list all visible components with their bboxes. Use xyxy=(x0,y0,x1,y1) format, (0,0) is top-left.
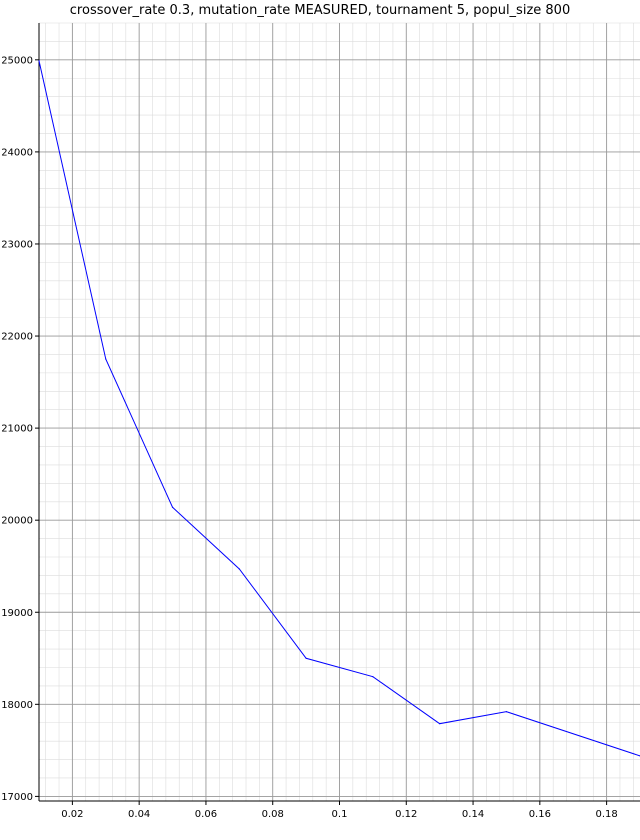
y-axis-ticks: 17000 18000 19000 20000 21000 22000 23000 24000… xyxy=(1,55,39,803)
series-layer xyxy=(38,60,640,757)
x-tick-label: 0.14 xyxy=(462,809,484,820)
y-tick-label: 21000 xyxy=(1,424,33,435)
major-grid xyxy=(39,23,640,801)
y-tick-label: 24000 xyxy=(1,147,33,158)
series-point xyxy=(305,657,307,659)
x-tick-label: 0.18 xyxy=(595,809,617,820)
y-tick-label: 25000 xyxy=(1,55,33,66)
y-tick-label: 22000 xyxy=(1,332,33,343)
x-axis-ticks: 0.02 0.04 0.06 0.08 0.1 0.12 0.14 0.16 0.18 xyxy=(61,801,618,820)
y-tick-label: 17000 xyxy=(1,792,33,803)
y-tick-label: 19000 xyxy=(1,608,33,619)
x-tick-label: 0.06 xyxy=(195,809,217,820)
series-point xyxy=(439,723,441,725)
x-tick-label: 0.08 xyxy=(262,809,284,820)
series-point xyxy=(171,506,174,508)
y-tick-label: 23000 xyxy=(1,239,33,250)
y-tick-label: 20000 xyxy=(1,516,33,527)
x-tick-label: 0.02 xyxy=(61,809,83,820)
series-point xyxy=(372,676,374,678)
x-tick-label: 0.04 xyxy=(128,809,150,820)
chart-title: crossover_rate 0.3, mutation_rate MEASUR… xyxy=(69,3,571,18)
x-tick-label: 0.12 xyxy=(395,809,417,820)
series-point xyxy=(105,358,107,360)
series-point xyxy=(38,60,40,62)
y-tick-label: 18000 xyxy=(1,700,33,711)
x-tick-label: 0.1 xyxy=(332,809,348,820)
series-point xyxy=(238,568,240,570)
series-point xyxy=(505,711,508,713)
x-tick-label: 0.16 xyxy=(529,809,551,820)
